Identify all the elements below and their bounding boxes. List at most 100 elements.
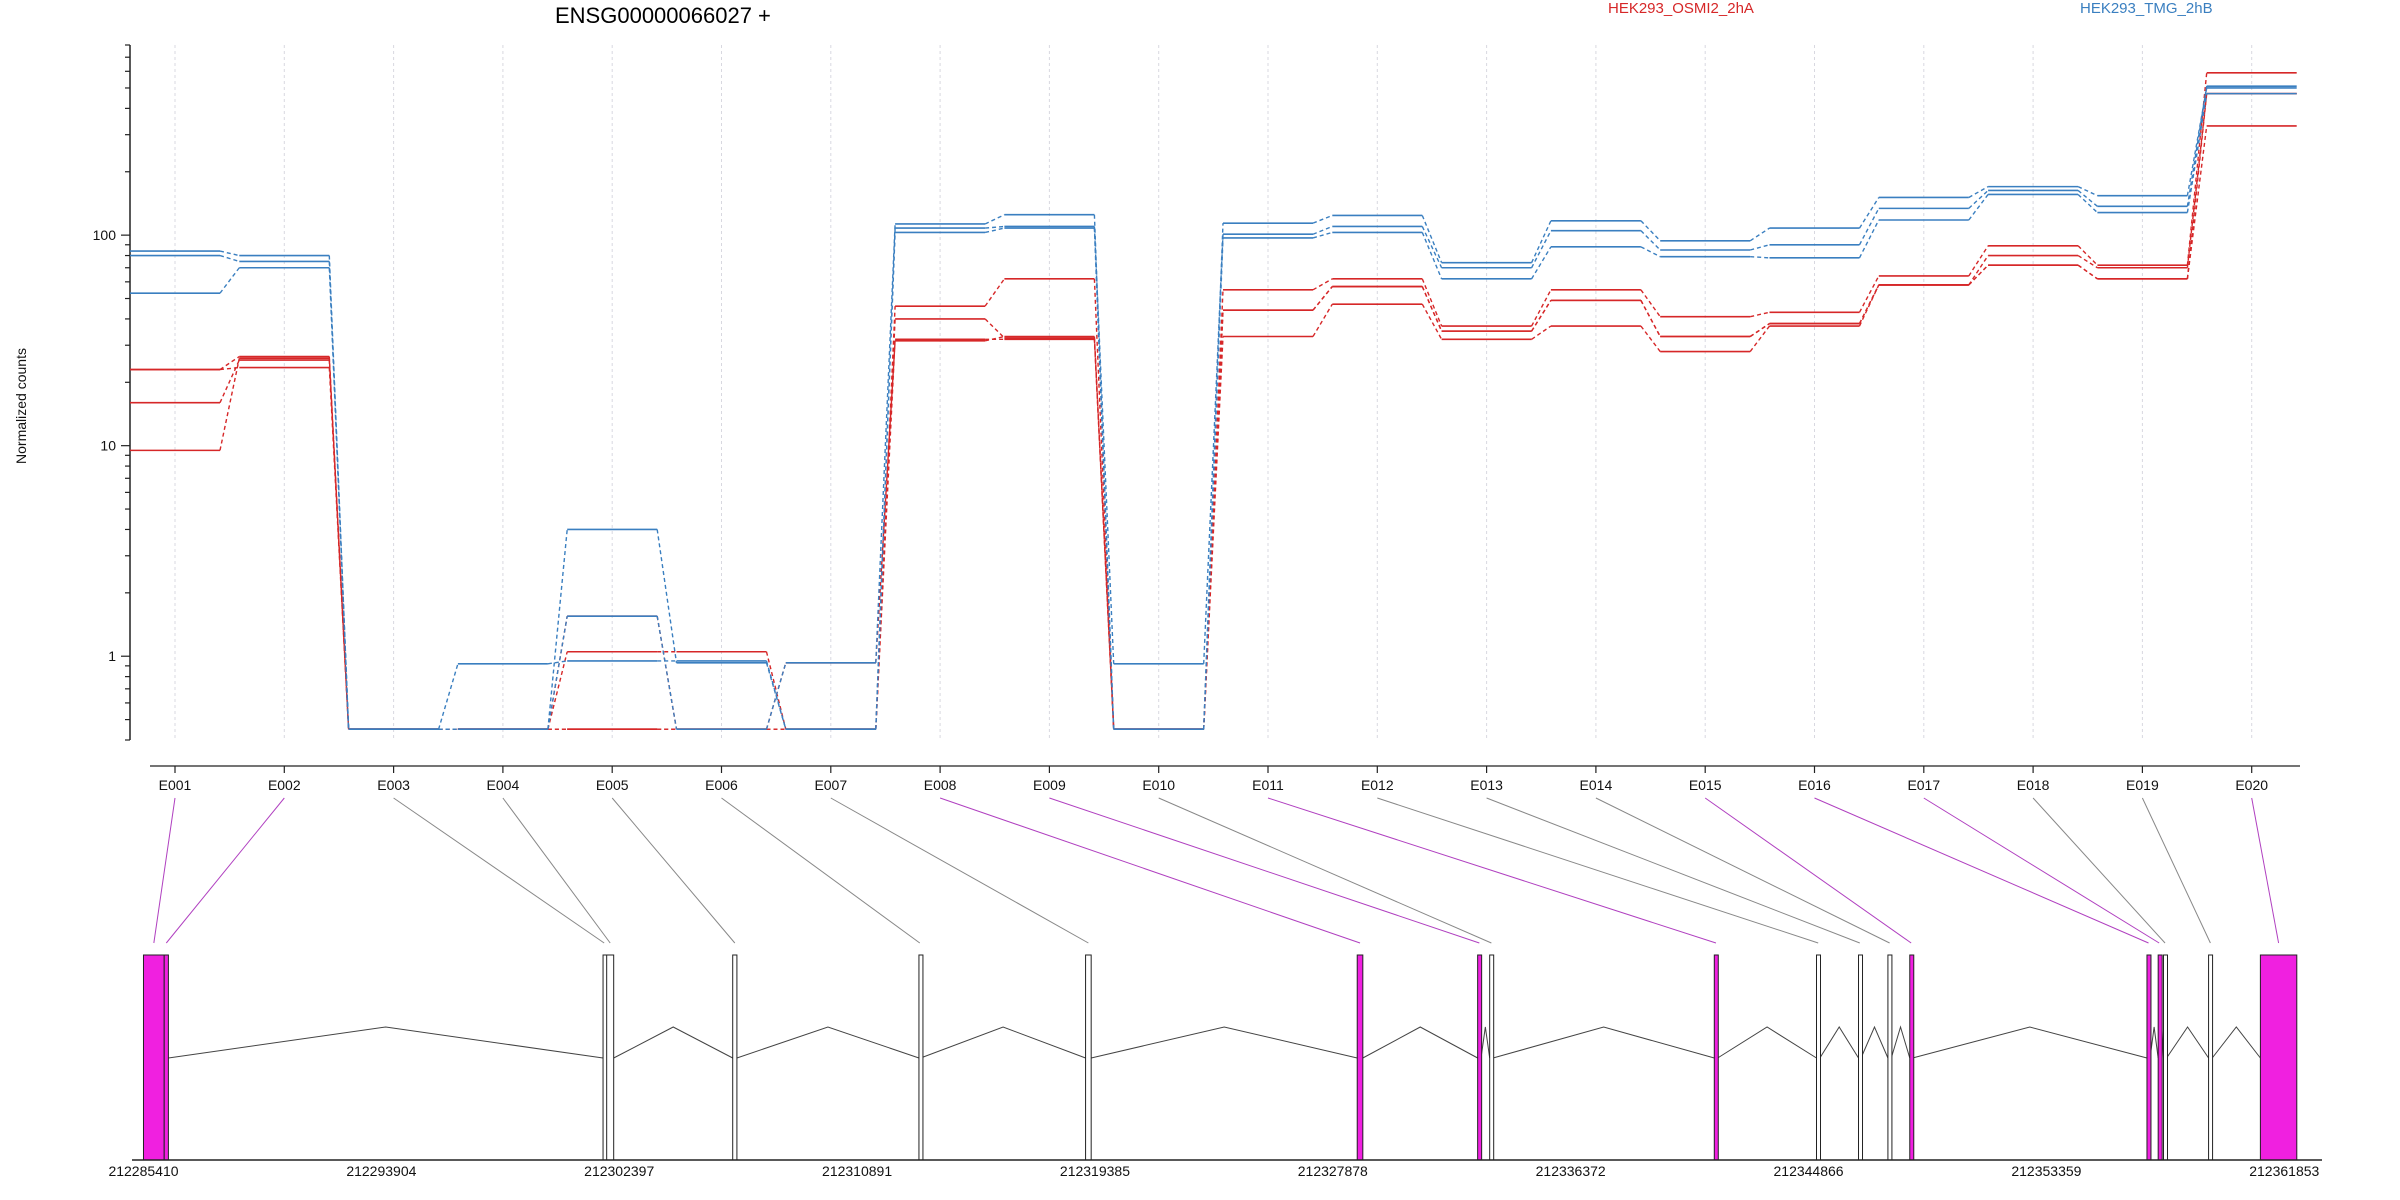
y-tick-label: 1 <box>108 648 116 664</box>
exon-block <box>1887 954 1893 1161</box>
series-transition <box>219 358 240 451</box>
series-transition <box>2186 87 2208 196</box>
series-transition <box>1203 310 1224 730</box>
series-transition <box>2186 93 2208 279</box>
x-tick-label: E019 <box>2126 777 2159 793</box>
exon-connectors <box>153 797 2280 944</box>
series-transition <box>1421 286 1443 332</box>
x-tick-label: E002 <box>268 777 301 793</box>
series-transition <box>547 660 568 665</box>
exon-block <box>918 954 924 1161</box>
x-tick-label: E005 <box>596 777 629 793</box>
exon-connector <box>2141 797 2211 944</box>
exon-connector <box>830 797 1089 944</box>
series-transition <box>328 267 350 730</box>
series-transition <box>2077 245 2098 266</box>
genome-tick-label: 212336372 <box>1536 1163 1606 1179</box>
x-tick-label: E014 <box>1580 777 1613 793</box>
exon-block <box>1909 954 1915 1161</box>
series-transition <box>1093 278 1115 730</box>
series-transition <box>2077 193 2098 214</box>
series-transition <box>1531 325 1552 340</box>
exon-block <box>142 954 165 1161</box>
x-tick-label: E010 <box>1142 777 1175 793</box>
series-transition <box>1312 303 1333 337</box>
gene-model <box>142 954 2298 1161</box>
series-transition <box>219 250 240 257</box>
y-tick-label: 100 <box>93 227 117 243</box>
series-transition <box>875 340 896 663</box>
exon-block <box>1356 954 1364 1161</box>
series-transition <box>2186 125 2208 279</box>
series-transition <box>219 366 240 371</box>
series-transition <box>1968 255 1989 286</box>
grid-lines <box>174 45 2253 740</box>
exon-block <box>606 954 615 1161</box>
series-transition <box>1312 286 1333 311</box>
intron-line <box>613 1026 733 1059</box>
series-transition <box>1750 311 1770 318</box>
series-transition <box>219 355 240 371</box>
series-transition <box>1093 336 1115 730</box>
series-transition <box>1749 325 1771 352</box>
exon-connector <box>939 797 1361 944</box>
series-transition <box>1640 289 1661 318</box>
series-transition <box>1640 300 1661 337</box>
series-transition <box>1421 278 1443 327</box>
series-transition <box>1531 299 1552 332</box>
exon-connector <box>153 797 176 944</box>
exon-block <box>163 954 169 1161</box>
exon-block <box>1858 954 1864 1161</box>
series-transition <box>1312 278 1333 291</box>
series-transition <box>219 254 240 263</box>
series-transition <box>547 651 568 730</box>
y-tick-label: 10 <box>100 438 116 454</box>
series-transition <box>1968 194 1989 221</box>
genome-tick-label: 212310891 <box>822 1163 892 1179</box>
x-tick-label: E007 <box>814 777 847 793</box>
exon-connector <box>1267 797 1717 944</box>
series-transition <box>656 616 678 730</box>
exon-connector <box>2251 797 2280 944</box>
exon-tick-labels: E001 E002 E003 E004 E005 E006 E007 E008 E009 E010… <box>150 765 2300 793</box>
genome-tick-label: 212302397 <box>584 1163 654 1179</box>
series-transition <box>219 267 240 294</box>
y-axis-label: Normalized counts <box>13 348 29 464</box>
series-transition <box>1421 215 1443 263</box>
exon-connector <box>1486 797 1860 944</box>
series-transition <box>1968 186 1989 199</box>
genome-tick-label: 212361853 <box>2249 1163 2319 1179</box>
intron-line <box>1362 1026 1478 1059</box>
legend-tmg: HEK293_TMG_2hB <box>2080 0 2213 17</box>
exon-block <box>1816 954 1822 1161</box>
series-transition <box>1640 246 1661 258</box>
exon-connector <box>1704 797 1912 944</box>
intron-line <box>168 1026 604 1059</box>
intron-line <box>2211 1026 2261 1059</box>
series-transition <box>1968 264 1989 286</box>
y-axis: 1 10 100 <box>93 44 131 741</box>
genome-axis: 212285410 212293904 212302397 212310891 2123… <box>108 1159 2322 1179</box>
series-transition <box>1968 189 1989 209</box>
series-transition <box>1640 325 1661 352</box>
series-transition <box>2077 189 2098 207</box>
series-transition <box>1203 223 1224 730</box>
exon-block <box>2259 954 2298 1161</box>
intron-line <box>736 1026 920 1059</box>
series-transition <box>1858 219 1880 259</box>
x-tick-label: E020 <box>2235 777 2268 793</box>
series-transition <box>984 318 1005 339</box>
series-transition <box>984 278 1005 307</box>
exon-block <box>732 954 738 1161</box>
exon-block <box>2162 954 2168 1161</box>
series-transition <box>219 359 240 403</box>
series-transition <box>2077 254 2098 269</box>
exon-block <box>1477 954 1483 1161</box>
series-transition <box>1421 232 1443 280</box>
series-transition <box>1203 310 1224 730</box>
series-transition <box>1531 246 1552 280</box>
exon-connector <box>1049 797 1480 944</box>
series-transition <box>2186 86 2208 207</box>
intron-line <box>1860 1025 1889 1059</box>
x-tick-label: E003 <box>377 777 410 793</box>
